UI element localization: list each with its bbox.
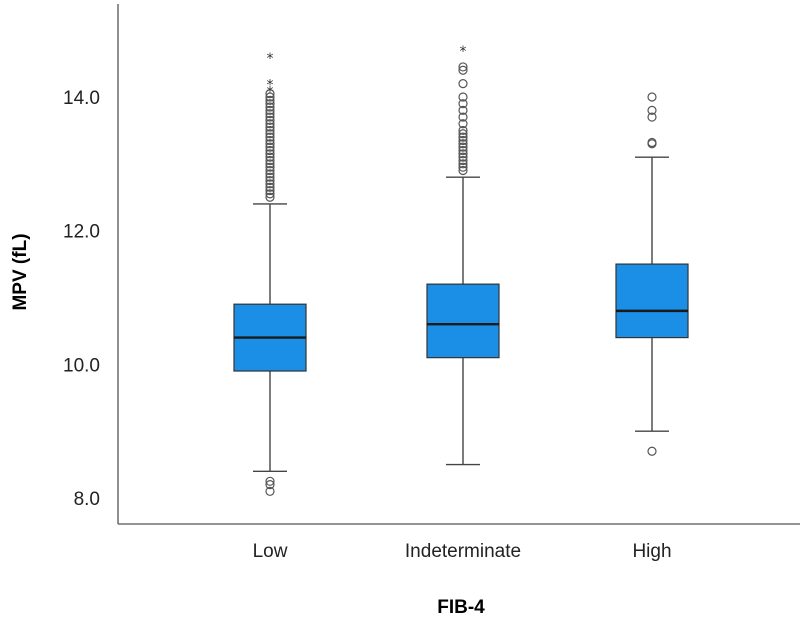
extreme-outlier-point: * — [267, 51, 274, 67]
outlier-point — [458, 155, 468, 166]
extreme-outlier-point: * — [267, 78, 274, 94]
outlier-point — [265, 112, 275, 122]
outlier-point — [458, 92, 468, 102]
outlier-point — [265, 476, 275, 486]
outlier-point — [458, 62, 468, 72]
outlier-point — [265, 119, 275, 129]
outlier-point — [265, 92, 275, 102]
outlier-point — [458, 112, 468, 122]
outlier-point — [265, 105, 275, 115]
axes — [117, 4, 800, 525]
box-series: *** * — [233, 44, 689, 496]
box-group: *** — [233, 51, 307, 496]
outlier-point — [265, 145, 275, 156]
outlier-point — [265, 152, 275, 162]
x-tick-label: Indeterminate — [405, 541, 521, 562]
outlier-point — [458, 119, 468, 129]
outlier-point — [458, 65, 468, 75]
y-tick-label: 12.0 — [63, 222, 100, 243]
iqr-box — [426, 283, 500, 359]
outlier-point — [458, 129, 468, 139]
outlier-point — [265, 159, 275, 169]
outlier-point — [647, 446, 657, 456]
outlier-point — [265, 89, 275, 99]
outlier-point — [458, 105, 468, 115]
outlier-point — [265, 162, 275, 172]
outlier-point — [458, 132, 468, 142]
outlier-point — [647, 137, 657, 148]
outlier-point — [265, 480, 275, 490]
y-tick-labels: 8.0 10.0 12.0 14.0 — [63, 88, 100, 510]
outlier-point — [265, 169, 275, 179]
extreme-outlier-point: * — [460, 44, 467, 60]
outlier-point — [265, 189, 275, 199]
y-tick-label: 8.0 — [74, 489, 100, 510]
outlier-point — [265, 185, 275, 196]
outlier-point — [265, 122, 275, 132]
y-tick-label: 10.0 — [63, 355, 100, 376]
outlier-point — [265, 95, 275, 105]
outlier-point — [647, 105, 657, 115]
outlier-point — [265, 109, 275, 119]
outlier-point — [265, 142, 275, 152]
outlier-point — [458, 152, 468, 162]
box-group — [615, 92, 689, 456]
outlier-point — [265, 132, 275, 142]
outlier-point — [647, 92, 657, 102]
outlier-point — [265, 102, 275, 112]
outlier-point — [265, 149, 275, 159]
outlier-point — [265, 155, 275, 166]
outlier-point — [458, 79, 468, 89]
outlier-point — [458, 99, 468, 109]
box-group: * — [426, 44, 500, 466]
outlier-point — [265, 139, 275, 149]
iqr-box — [615, 263, 689, 339]
outlier-point — [265, 115, 275, 125]
x-axis-title: FIB-4 — [437, 597, 485, 618]
outlier-point — [647, 112, 657, 122]
outlier-point — [265, 192, 275, 202]
outlier-point — [265, 129, 275, 139]
outlier-point — [265, 165, 275, 176]
x-tick-labels: Low Indeterminate High — [253, 541, 672, 562]
y-tick-label: 14.0 — [63, 88, 100, 109]
x-tick-label: Low — [253, 541, 288, 562]
outlier-point — [265, 179, 275, 189]
outlier-point — [458, 135, 468, 146]
x-tick-label: High — [632, 541, 671, 562]
outlier-point — [265, 172, 275, 182]
outlier-point — [265, 135, 275, 146]
outlier-point — [458, 139, 468, 149]
outlier-point — [458, 162, 468, 172]
outlier-point — [458, 125, 468, 136]
outlier-point — [265, 125, 275, 136]
y-axis-title: MPV (fL) — [10, 233, 31, 310]
outlier-point — [265, 486, 275, 496]
extreme-outlier-point: * — [267, 84, 274, 100]
outlier-point — [265, 99, 275, 109]
outlier-point — [458, 149, 468, 159]
outlier-point — [458, 165, 468, 176]
outlier-point — [265, 175, 275, 186]
outlier-point — [458, 159, 468, 169]
outlier-point — [458, 142, 468, 152]
outlier-point — [458, 145, 468, 156]
outlier-point — [265, 182, 275, 192]
